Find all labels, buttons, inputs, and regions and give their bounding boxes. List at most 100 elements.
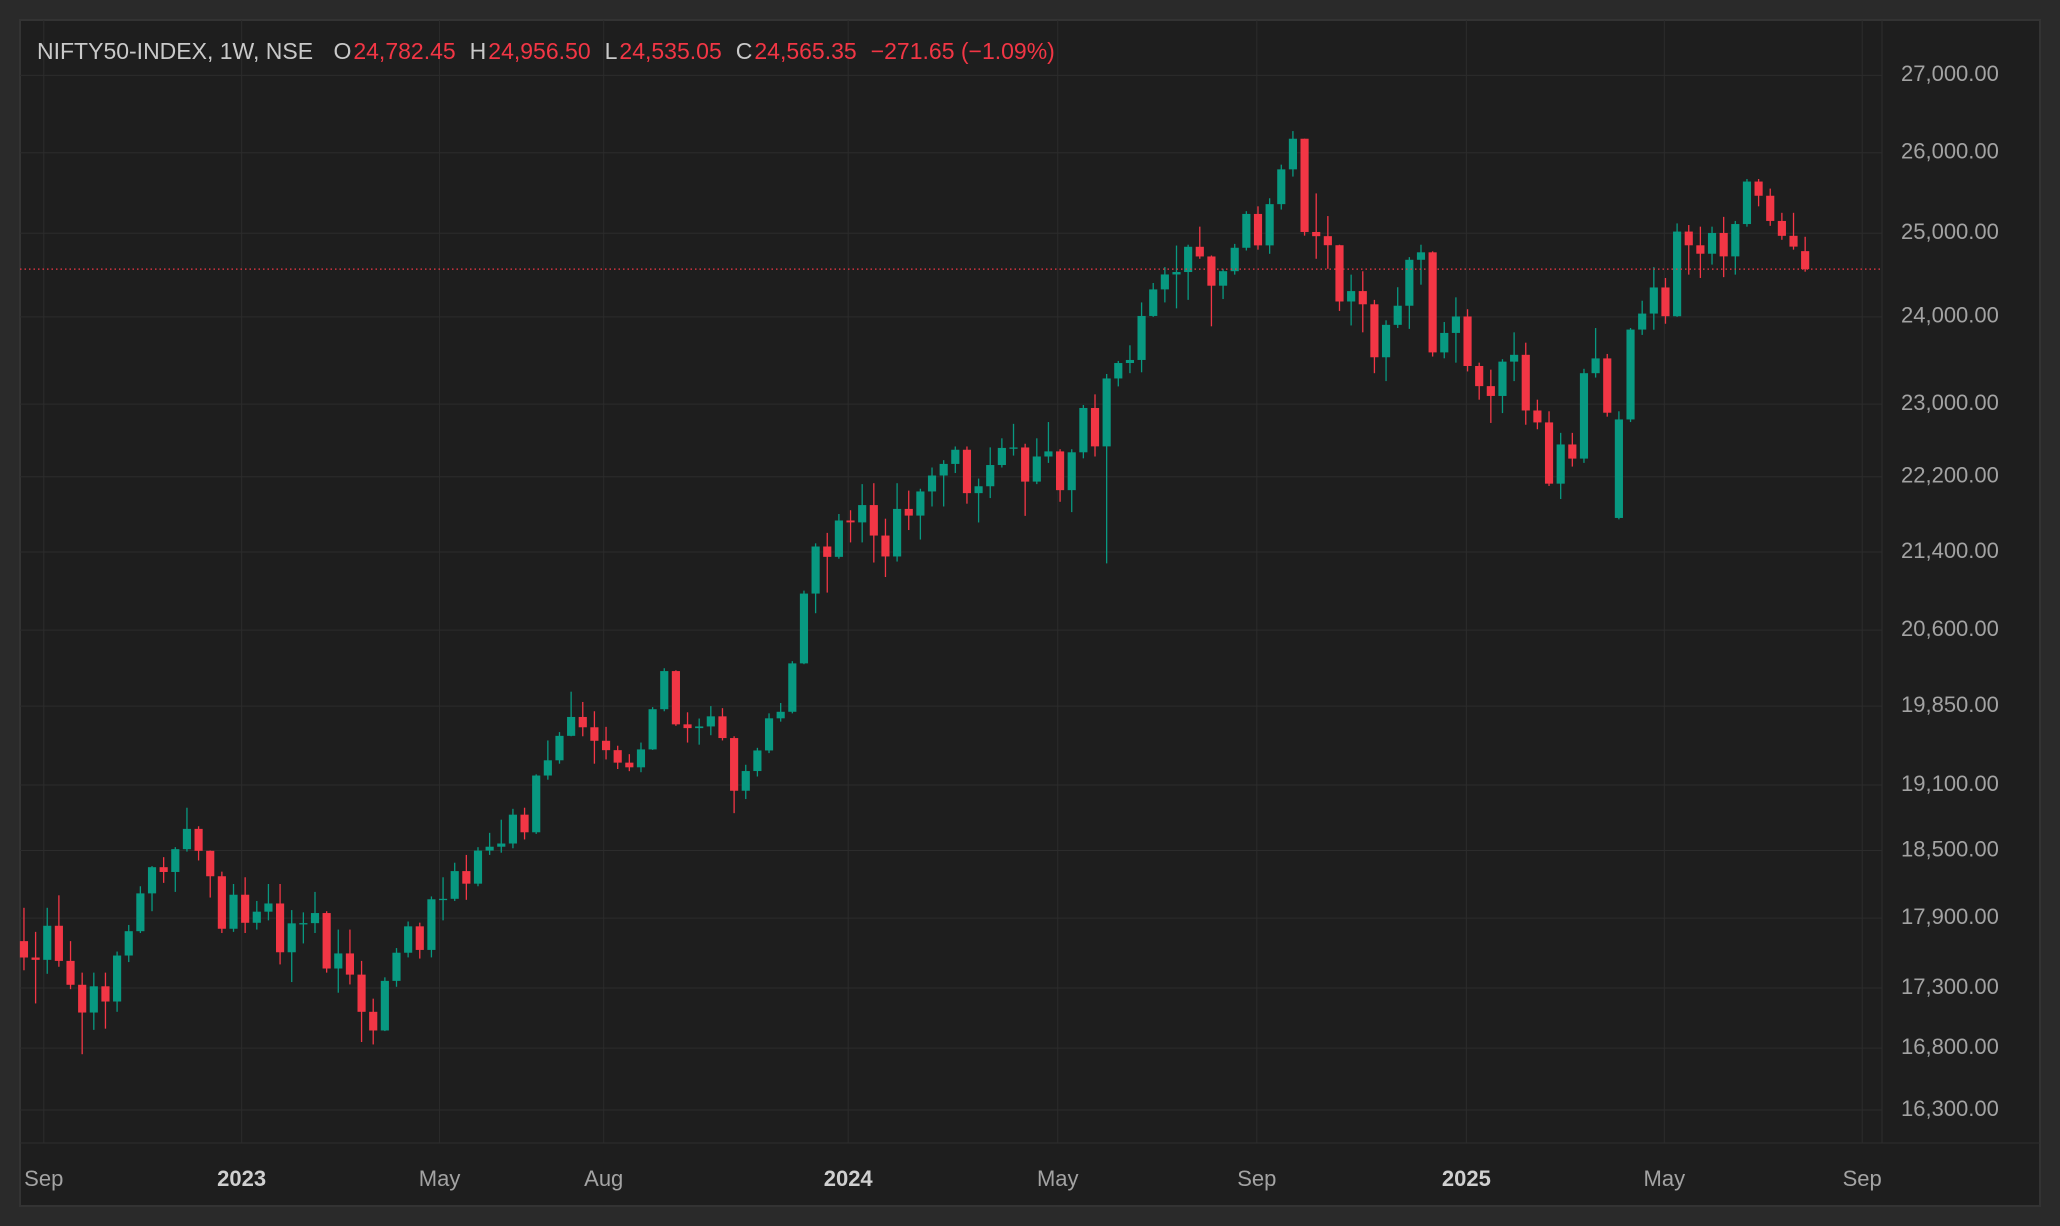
candle-body (590, 727, 599, 741)
candle-body (846, 520, 855, 523)
panel (19, 19, 2041, 1207)
candle-body (415, 926, 424, 950)
x-tick-label: 2024 (824, 1166, 874, 1191)
candle-body (1440, 332, 1449, 353)
candle-body (1056, 451, 1065, 491)
x-tick-label: May (1037, 1166, 1079, 1191)
candle-body (136, 893, 145, 932)
candle-body (543, 760, 552, 776)
candle-body (1381, 324, 1391, 358)
candle-body (636, 749, 646, 768)
candle-body (1579, 373, 1589, 459)
candle-body (1673, 231, 1682, 317)
y-tick-label: 17,900.00 (1901, 904, 1999, 929)
candle-body (1742, 181, 1752, 225)
candle-body (858, 505, 867, 523)
candle-body (1510, 354, 1519, 362)
candle-body (206, 850, 215, 877)
candle-body (1719, 232, 1728, 257)
y-tick-label: 19,100.00 (1901, 771, 1999, 796)
candle-body (799, 593, 809, 664)
y-tick-label: 24,000.00 (1901, 303, 1999, 328)
candle-body (1754, 181, 1763, 196)
candle-body (776, 711, 785, 719)
candle-body (1149, 289, 1158, 316)
x-tick-label: May (419, 1166, 461, 1191)
candle-body (1137, 315, 1146, 360)
candle-body (683, 724, 692, 729)
ohlc-key: L (604, 38, 618, 64)
candle-body (1114, 363, 1123, 379)
candle-body (380, 980, 389, 1031)
x-tick-label: Sep (1237, 1166, 1276, 1191)
candle-body (31, 957, 40, 960)
candle-body (997, 447, 1006, 466)
candle-body (962, 449, 972, 494)
candle-body (182, 828, 192, 850)
candle-body (834, 520, 843, 557)
candle-body (1335, 245, 1344, 302)
ohlc-key: H (469, 38, 487, 64)
candle-body (159, 867, 168, 872)
x-tick-label: 2023 (217, 1166, 266, 1191)
candle-body (1288, 138, 1297, 170)
candle-body (974, 486, 983, 494)
candle-body (1801, 251, 1810, 270)
candle-body (660, 671, 669, 710)
candle-body (1707, 232, 1717, 254)
ohlc-key: C (735, 38, 753, 64)
candle-body (1370, 304, 1379, 358)
candle-body (1777, 220, 1786, 236)
candle-body (1347, 291, 1356, 302)
candle-body (811, 546, 820, 594)
y-tick-label: 16,800.00 (1901, 1034, 1999, 1059)
candle-body (310, 913, 320, 924)
x-tick-label: May (1644, 1166, 1686, 1191)
candle-body (1731, 224, 1740, 257)
y-tick-label: 25,000.00 (1901, 219, 1999, 244)
ohlc-value: 24,956.50 (488, 38, 591, 64)
candle-body (1358, 291, 1367, 305)
candle-body (1544, 422, 1554, 484)
candle-body (1533, 410, 1542, 423)
candle-body (1591, 358, 1600, 374)
candle-body (264, 903, 273, 912)
candle-body (1009, 447, 1018, 449)
candle-body (1463, 316, 1472, 366)
price-change: −271.65 (−1.09%) (870, 38, 1055, 64)
candle-body (287, 923, 296, 953)
y-tick-label: 22,200.00 (1901, 463, 1999, 488)
candle-body (706, 716, 715, 727)
candle-body (427, 899, 436, 950)
candle-body (904, 508, 913, 516)
candle-body (43, 925, 52, 960)
candle-body (951, 449, 960, 464)
candle-body (520, 814, 529, 833)
candle-body (252, 911, 261, 923)
candle-body (1195, 246, 1204, 257)
candle-body (986, 465, 995, 487)
candle-body (1172, 272, 1181, 275)
candle-body (147, 867, 157, 894)
candle-body (1230, 247, 1239, 272)
candle-body (334, 953, 343, 969)
candle-body (101, 986, 110, 1002)
candle-body (648, 709, 657, 750)
candle-body (718, 716, 727, 739)
candle-body (497, 843, 506, 847)
candle-body (1242, 213, 1251, 248)
candle-body (450, 871, 459, 899)
candle-body (1125, 359, 1135, 364)
candle-body (1766, 195, 1775, 221)
candle-body (788, 663, 797, 712)
x-tick-label: Aug (584, 1166, 623, 1191)
y-tick-label: 18,500.00 (1901, 836, 1999, 861)
candle-body (1451, 316, 1460, 333)
candle-body (1416, 252, 1426, 260)
candle-body (1789, 235, 1798, 247)
candle-body (1603, 358, 1612, 413)
y-tick-label: 19,850.00 (1901, 692, 1999, 717)
candle-body (217, 876, 226, 929)
candle-body (730, 738, 739, 791)
